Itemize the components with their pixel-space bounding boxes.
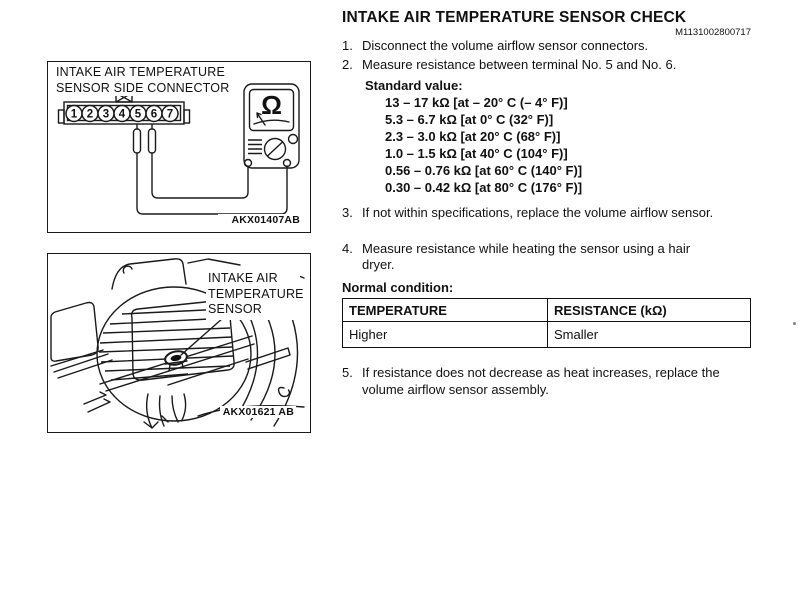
standard-value-line: 13 – 17 kΩ [at – 20° C (– 4° F)]: [385, 95, 568, 110]
figure2-sensor-label: INTAKE AIR TEMPERATURE SENSOR: [206, 270, 304, 320]
doc-number: M1131002800717: [675, 27, 751, 38]
pin-label-6: 6: [151, 109, 157, 121]
table-row: Higher Smaller: [342, 321, 751, 348]
connector-ohmmeter-illustration: 1 2 3 4 5 6 7 Ω: [57, 83, 300, 215]
bottom-harness-lines: [83, 391, 187, 429]
figure1-code: AKX01407AB: [218, 214, 300, 226]
step-text: Measure resistance while heating the sen…: [362, 240, 691, 273]
airflow-sensor-illustration: [50, 258, 305, 429]
table-header-temperature: TEMPERATURE: [342, 298, 548, 322]
standard-value-line: 0.56 – 0.76 kΩ [at 60° C (140° F)]: [385, 163, 583, 178]
step-number: 3.: [342, 205, 353, 220]
normal-condition-table: TEMPERATURE RESISTANCE (kΩ) Higher Small…: [342, 298, 751, 348]
ohmmeter-icon: Ω: [243, 83, 300, 169]
step-number: 4.: [342, 240, 353, 256]
standard-value-line: 2.3 – 3.0 kΩ [at 20° C (68° F)]: [385, 129, 561, 144]
pin-label-5: 5: [135, 109, 142, 121]
step-text: Measure resistance between terminal No. …: [362, 56, 677, 72]
standard-value-label: Standard value:: [365, 77, 463, 93]
figure-sensor-location: INTAKE AIR TEMPERATURE SENSOR AKX01621 A…: [47, 253, 311, 433]
left-body-panel: [50, 301, 113, 379]
step-number: 1.: [342, 38, 353, 53]
figure-connector-diagram: 1 2 3 4 5 6 7 Ω: [47, 61, 311, 233]
pin-label-3: 3: [103, 109, 109, 121]
step-item-2: 2. Measure resistance between terminal N…: [342, 57, 754, 74]
step-item-3: 3. If not within specifications, replace…: [342, 205, 754, 222]
pin-label-7: 7: [167, 109, 173, 121]
pin-label-1: 1: [71, 109, 78, 121]
table-cell-temperature: Higher: [342, 321, 548, 348]
sensor-plate: [98, 299, 255, 392]
step-text: If not within specifications, replace th…: [362, 205, 714, 220]
label-leader-line: [180, 317, 224, 356]
connector-body: 1 2 3 4 5 6 7: [57, 101, 191, 125]
test-probes: [132, 124, 157, 154]
step-text: Disconnect the volume airflow sensor con…: [362, 38, 649, 53]
step-number: 5.: [342, 365, 353, 380]
figure2-label-line3: SENSOR: [208, 302, 262, 316]
pin-label-4: 4: [119, 109, 126, 121]
probe-wires: [136, 152, 288, 215]
step-number: 2.: [342, 56, 353, 72]
standard-value-line: 1.0 – 1.5 kΩ [at 40° C (104° F)]: [385, 146, 568, 161]
sensor-housing-ring: [96, 286, 252, 422]
step-item-4: 4. Measure resistance while heating the …: [342, 241, 754, 274]
standard-value-list: 13 – 17 kΩ [at – 20° C (– 4° F)] 5.3 – 6…: [385, 94, 754, 196]
standard-value-line: 0.30 – 0.42 kΩ [at 80° C (176° F)]: [385, 180, 583, 195]
table-header-resistance: RESISTANCE (kΩ): [547, 298, 751, 322]
standard-value-line: 5.3 – 6.7 kΩ [at 0° C (32° F)]: [385, 112, 554, 127]
figure1-caption-line2: SENSOR SIDE CONNECTOR: [56, 81, 230, 95]
figure2-label-line2: TEMPERATURE: [208, 286, 304, 301]
figure1-caption: INTAKE AIR TEMPERATURE SENSOR SIDE CONNE…: [56, 64, 230, 96]
figure2-label-line1: INTAKE AIR: [208, 271, 278, 285]
step-item-5: 5. If resistance does not decrease as he…: [342, 365, 754, 398]
procedure-column: INTAKE AIR TEMPERATURE SENSOR CHECK M113…: [342, 8, 754, 398]
normal-condition-label: Normal condition:: [342, 279, 454, 295]
step-item-1: 1. Disconnect the volume airflow sensor …: [342, 38, 754, 55]
ohm-symbol: Ω: [261, 90, 282, 120]
page-title: INTAKE AIR TEMPERATURE SENSOR CHECK: [342, 9, 687, 26]
speck-artifact: [793, 322, 796, 325]
table-cell-resistance: Smaller: [547, 321, 751, 348]
figure1-caption-line1: INTAKE AIR TEMPERATURE: [56, 65, 226, 79]
figure2-code: AKX01621 AB: [220, 406, 296, 418]
pin-label-2: 2: [87, 109, 93, 121]
step-text: If resistance does not decrease as heat …: [362, 365, 720, 397]
